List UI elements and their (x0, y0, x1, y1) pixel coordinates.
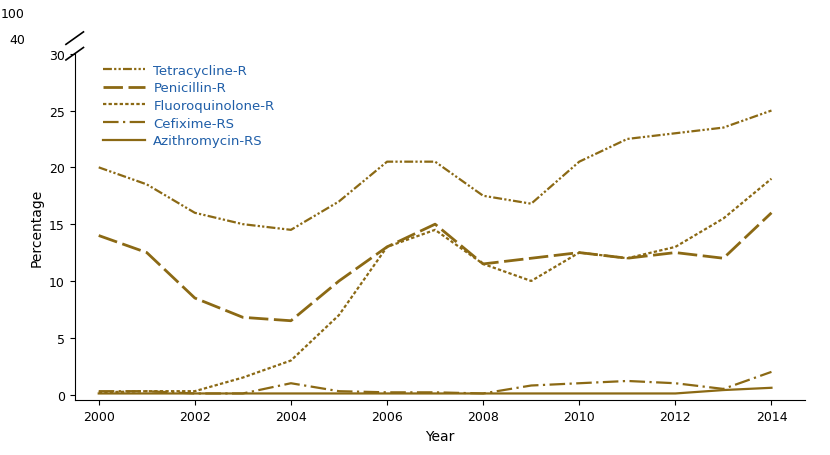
Azithromycin-RS (238, 391, 248, 396)
Fluoroquinolone-R (238, 375, 248, 380)
Penicillin-R (238, 315, 248, 320)
Fluoroquinolone-R (286, 358, 296, 364)
Azithromycin-RS (766, 385, 776, 391)
Penicillin-R (622, 256, 632, 262)
Tetracycline-R (574, 160, 584, 165)
Line: Penicillin-R: Penicillin-R (99, 213, 771, 321)
Penicillin-R (334, 278, 344, 284)
Tetracycline-R (142, 182, 152, 188)
X-axis label: Year: Year (425, 429, 455, 443)
Azithromycin-RS (574, 391, 584, 396)
Cefixime-RS (430, 390, 440, 395)
Azithromycin-RS (622, 391, 632, 396)
Fluoroquinolone-R (671, 245, 681, 250)
Cefixime-RS (190, 391, 200, 396)
Fluoroquinolone-R (430, 228, 440, 233)
Tetracycline-R (766, 109, 776, 114)
Text: 40: 40 (9, 34, 25, 47)
Tetracycline-R (286, 228, 296, 233)
Line: Cefixime-RS: Cefixime-RS (99, 372, 771, 394)
Penicillin-R (574, 250, 584, 256)
Cefixime-RS (622, 379, 632, 384)
Penicillin-R (526, 256, 536, 262)
Line: Azithromycin-RS: Azithromycin-RS (99, 388, 771, 394)
Azithromycin-RS (526, 391, 536, 396)
Fluoroquinolone-R (382, 245, 392, 250)
Penicillin-R (478, 262, 488, 267)
Tetracycline-R (478, 193, 488, 199)
Cefixime-RS (526, 383, 536, 389)
Cefixime-RS (382, 390, 392, 395)
Cefixime-RS (142, 389, 152, 394)
Penicillin-R (766, 211, 776, 216)
Tetracycline-R (526, 202, 536, 207)
Fluoroquinolone-R (334, 313, 344, 318)
Text: 100: 100 (1, 8, 25, 21)
Penicillin-R (94, 233, 104, 239)
Fluoroquinolone-R (190, 389, 200, 394)
Cefixime-RS (671, 381, 681, 386)
Fluoroquinolone-R (574, 250, 584, 256)
Cefixime-RS (719, 386, 729, 392)
Line: Fluoroquinolone-R: Fluoroquinolone-R (99, 179, 771, 393)
Tetracycline-R (238, 222, 248, 228)
Tetracycline-R (671, 131, 681, 136)
Azithromycin-RS (430, 391, 440, 396)
Penicillin-R (142, 250, 152, 256)
Fluoroquinolone-R (766, 177, 776, 182)
Fluoroquinolone-R (94, 390, 104, 395)
Azithromycin-RS (719, 388, 729, 393)
Y-axis label: Percentage: Percentage (30, 188, 43, 267)
Tetracycline-R (430, 160, 440, 165)
Penicillin-R (430, 222, 440, 228)
Cefixime-RS (574, 381, 584, 386)
Tetracycline-R (622, 137, 632, 142)
Fluoroquinolone-R (478, 262, 488, 267)
Azithromycin-RS (478, 391, 488, 396)
Cefixime-RS (478, 391, 488, 396)
Azithromycin-RS (286, 391, 296, 396)
Cefixime-RS (94, 389, 104, 394)
Cefixime-RS (766, 369, 776, 375)
Legend: Tetracycline-R, Penicillin-R, Fluoroquinolone-R, Cefixime-RS, Azithromycin-RS: Tetracycline-R, Penicillin-R, Fluoroquin… (103, 65, 275, 148)
Cefixime-RS (286, 381, 296, 386)
Azithromycin-RS (190, 391, 200, 396)
Tetracycline-R (719, 126, 729, 131)
Fluoroquinolone-R (622, 256, 632, 262)
Cefixime-RS (238, 391, 248, 396)
Tetracycline-R (190, 211, 200, 216)
Cefixime-RS (334, 389, 344, 394)
Line: Tetracycline-R: Tetracycline-R (99, 111, 771, 230)
Penicillin-R (190, 296, 200, 301)
Azithromycin-RS (382, 391, 392, 396)
Penicillin-R (671, 250, 681, 256)
Tetracycline-R (382, 160, 392, 165)
Penicillin-R (719, 256, 729, 262)
Azithromycin-RS (671, 391, 681, 396)
Azithromycin-RS (94, 391, 104, 396)
Penicillin-R (286, 318, 296, 324)
Azithromycin-RS (334, 391, 344, 396)
Fluoroquinolone-R (526, 278, 536, 284)
Tetracycline-R (94, 165, 104, 171)
Azithromycin-RS (142, 391, 152, 396)
Fluoroquinolone-R (719, 216, 729, 222)
Tetracycline-R (334, 199, 344, 205)
Penicillin-R (382, 245, 392, 250)
Fluoroquinolone-R (142, 389, 152, 394)
